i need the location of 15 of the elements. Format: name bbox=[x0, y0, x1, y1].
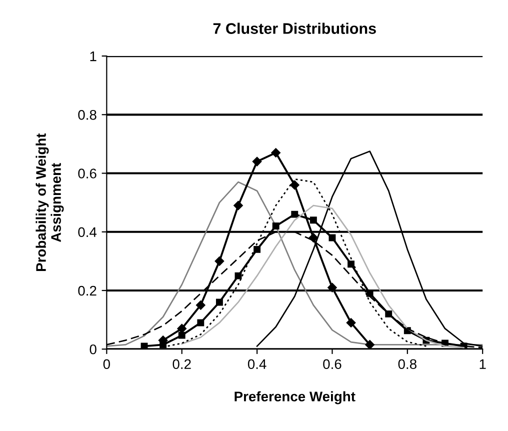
y-tick-label: 0 bbox=[90, 344, 96, 354]
x-tick-label: 0.8 bbox=[398, 359, 416, 370]
x-tick-label: 0.4 bbox=[248, 359, 266, 370]
y-tick-label: 0.2 bbox=[78, 286, 96, 296]
chart-title: 7 Cluster Distributions bbox=[213, 22, 376, 34]
x-tick-label: 0.6 bbox=[323, 359, 342, 370]
x-axis-title: Preference Weight bbox=[234, 391, 356, 404]
y-axis-title: Probability of Weight Assignment bbox=[36, 133, 64, 271]
x-tick-label: 0 bbox=[103, 359, 110, 370]
x-tick-label: 0.2 bbox=[172, 359, 191, 370]
y-tick-label: 1 bbox=[90, 52, 96, 62]
x-tick-label: 1 bbox=[480, 359, 486, 369]
y-tick-label: 0.6 bbox=[78, 168, 96, 178]
y-tick-label: 0.8 bbox=[78, 110, 96, 120]
y-tick-label: 0.4 bbox=[78, 227, 97, 238]
